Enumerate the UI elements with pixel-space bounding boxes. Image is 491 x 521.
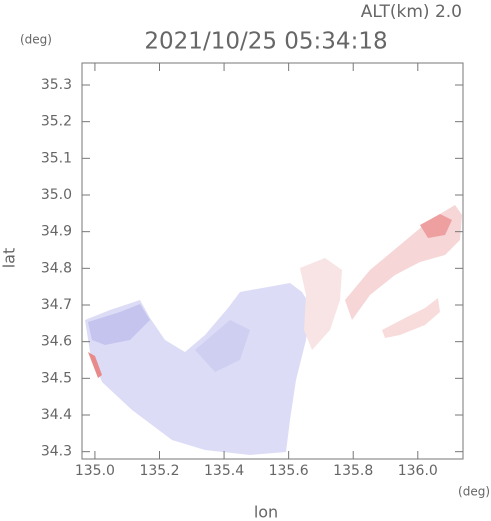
y-tick-label: 34.6 xyxy=(41,334,72,350)
x-tick-label: 136.0 xyxy=(398,463,438,479)
subtitle: ALT(km) 2.0 xyxy=(361,2,462,22)
y-tick-label: 34.3 xyxy=(41,444,72,460)
blue-region-mid xyxy=(195,320,250,372)
pink-region xyxy=(300,258,342,350)
red-edge xyxy=(88,352,102,378)
x-unit: (deg) xyxy=(458,485,490,499)
y-tick-label: 34.4 xyxy=(41,407,72,423)
blue-region xyxy=(85,283,310,455)
x-tick-label: 135.4 xyxy=(204,463,244,479)
y-tick-label: 35.0 xyxy=(41,187,72,203)
y-unit: (deg) xyxy=(20,33,52,47)
red-spot xyxy=(420,214,452,238)
x-axis-label: lon xyxy=(254,503,278,521)
y-tick-label: 34.9 xyxy=(41,224,72,240)
blue-region-dark xyxy=(88,304,150,345)
y-tick-label: 34.5 xyxy=(41,370,72,386)
y-tick-label: 35.1 xyxy=(41,150,72,166)
chart-title: 2021/10/25 05:34:18 xyxy=(144,29,387,55)
x-tick-label: 135.2 xyxy=(139,463,179,479)
y-tick-label: 34.8 xyxy=(41,260,72,276)
plot-frame xyxy=(81,62,464,460)
pink-blob xyxy=(382,298,440,338)
y-tick-label: 35.2 xyxy=(41,114,72,130)
x-tick-label: 135.8 xyxy=(333,463,373,479)
y-axis-label: lat xyxy=(0,248,19,269)
x-tick-label: 135.6 xyxy=(269,463,309,479)
y-tick-label: 35.3 xyxy=(41,77,72,93)
y-tick-label: 34.7 xyxy=(41,297,72,313)
field xyxy=(85,205,462,455)
x-tick-label: 135.0 xyxy=(75,463,115,479)
